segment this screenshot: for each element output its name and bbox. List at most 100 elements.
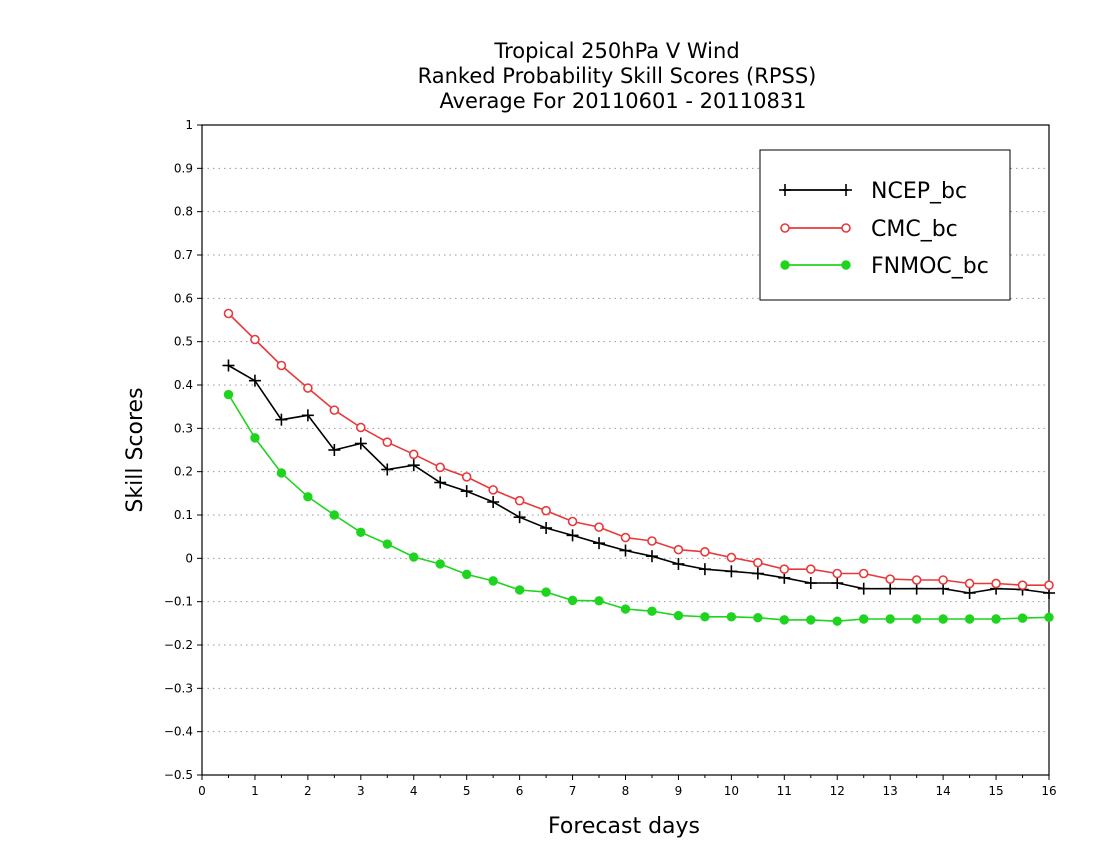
data-point — [726, 612, 737, 622]
data-point — [938, 575, 948, 585]
data-point — [673, 610, 684, 621]
y-axis-title: Skill Scores — [123, 387, 148, 512]
data-point — [991, 578, 1001, 589]
data-point — [726, 552, 737, 563]
data-point — [567, 516, 578, 527]
data-point — [805, 564, 816, 574]
x-tick-label: 9 — [675, 784, 683, 798]
data-point — [409, 552, 419, 562]
data-point — [779, 564, 790, 574]
data-point — [779, 615, 790, 625]
data-point — [487, 496, 500, 508]
data-point — [964, 578, 975, 589]
data-point — [620, 532, 631, 543]
data-point — [329, 510, 340, 520]
data-point — [248, 374, 261, 387]
legend-box — [759, 149, 1011, 301]
data-point — [911, 614, 922, 624]
y-tick-label: 0.8 — [174, 205, 193, 219]
axis-ticks: −0.5 −0.4 −0.3 −0.2 −0.1 0 0.1 0.2 0.3 0.4 0.5 0.6 0… — [164, 118, 1057, 798]
chart-title: Tropical 250hPa V Wind Ranked Probabilit… — [418, 39, 817, 113]
y-tick-label: 0.9 — [174, 161, 193, 175]
data-point — [382, 437, 393, 448]
data-point — [831, 577, 844, 590]
data-point — [645, 550, 658, 563]
data-point — [806, 615, 816, 625]
data-point — [751, 567, 764, 580]
series-FNMOC_bc — [223, 389, 1054, 626]
data-point — [541, 505, 551, 516]
data-point — [859, 614, 869, 624]
x-tick-label: 5 — [463, 784, 471, 798]
y-tick-label: 0.5 — [174, 335, 193, 349]
data-point — [885, 614, 895, 624]
legend-entry: CMC_bc — [780, 217, 958, 242]
x-tick-label: 11 — [777, 784, 792, 798]
x-tick-label: 16 — [1041, 784, 1056, 798]
data-point — [408, 449, 419, 460]
data-point — [407, 459, 420, 472]
data-point — [619, 544, 632, 557]
x-tick-label: 2 — [304, 784, 312, 798]
data-point — [514, 495, 525, 506]
data-point — [832, 568, 843, 579]
data-point — [911, 575, 922, 585]
data-point — [857, 582, 870, 595]
data-point — [541, 587, 551, 597]
x-tick-label: 12 — [830, 784, 845, 798]
data-point — [832, 616, 842, 626]
x-tick-label: 6 — [516, 784, 524, 798]
data-point — [514, 585, 525, 595]
y-tick-label: −0.2 — [164, 638, 193, 652]
y-tick-label: 0.7 — [174, 248, 193, 262]
x-tick-label: 7 — [569, 784, 577, 798]
data-point — [938, 614, 948, 624]
data-point — [594, 522, 604, 532]
y-tick-label: 1 — [185, 118, 193, 132]
y-tick-label: 0.4 — [174, 378, 193, 392]
data-point — [673, 544, 684, 555]
data-point — [381, 463, 394, 476]
data-point — [329, 405, 340, 415]
x-tick-label: 3 — [357, 784, 365, 798]
data-point — [566, 529, 579, 542]
data-point — [858, 568, 869, 579]
series-CMC_bc — [223, 308, 1054, 591]
legend: NCEP_bc CMC_bc FNMOC_bc — [759, 149, 1011, 301]
legend-label: CMC_bc — [871, 217, 958, 242]
data-point — [301, 409, 314, 422]
data-point — [647, 606, 657, 616]
data-point — [223, 308, 234, 319]
data-point — [672, 557, 685, 570]
y-tick-label: 0.3 — [174, 421, 193, 435]
data-point — [356, 422, 366, 433]
data-point — [884, 582, 897, 595]
chart-title-line-2: Ranked Probability Skill Scores (RPSS) — [418, 64, 817, 88]
data-point — [275, 413, 288, 426]
data-point — [885, 574, 895, 584]
data-point — [303, 383, 313, 393]
data-point — [354, 437, 367, 450]
legend-entry: FNMOC_bc — [780, 254, 989, 279]
legend-swatch-marker — [780, 223, 790, 233]
data-point — [753, 557, 763, 568]
series-line — [227, 312, 1049, 587]
x-tick-label: 10 — [724, 784, 739, 798]
chart-title-line-3: Average For 20110601 - 20110831 — [439, 89, 806, 113]
data-point — [725, 565, 738, 578]
x-axis-title: Forecast days — [548, 814, 700, 839]
x-tick-label: 13 — [883, 784, 898, 798]
data-point — [460, 485, 473, 498]
legend-label: NCEP_bc — [871, 179, 967, 204]
data-point — [328, 444, 341, 456]
data-point — [964, 614, 975, 624]
data-point — [356, 527, 366, 538]
y-tick-label: −0.3 — [164, 681, 193, 695]
data-point — [700, 547, 710, 557]
data-point — [435, 559, 445, 569]
data-point — [567, 595, 578, 606]
data-point — [594, 596, 604, 606]
data-point — [488, 576, 498, 586]
data-point — [435, 462, 446, 473]
